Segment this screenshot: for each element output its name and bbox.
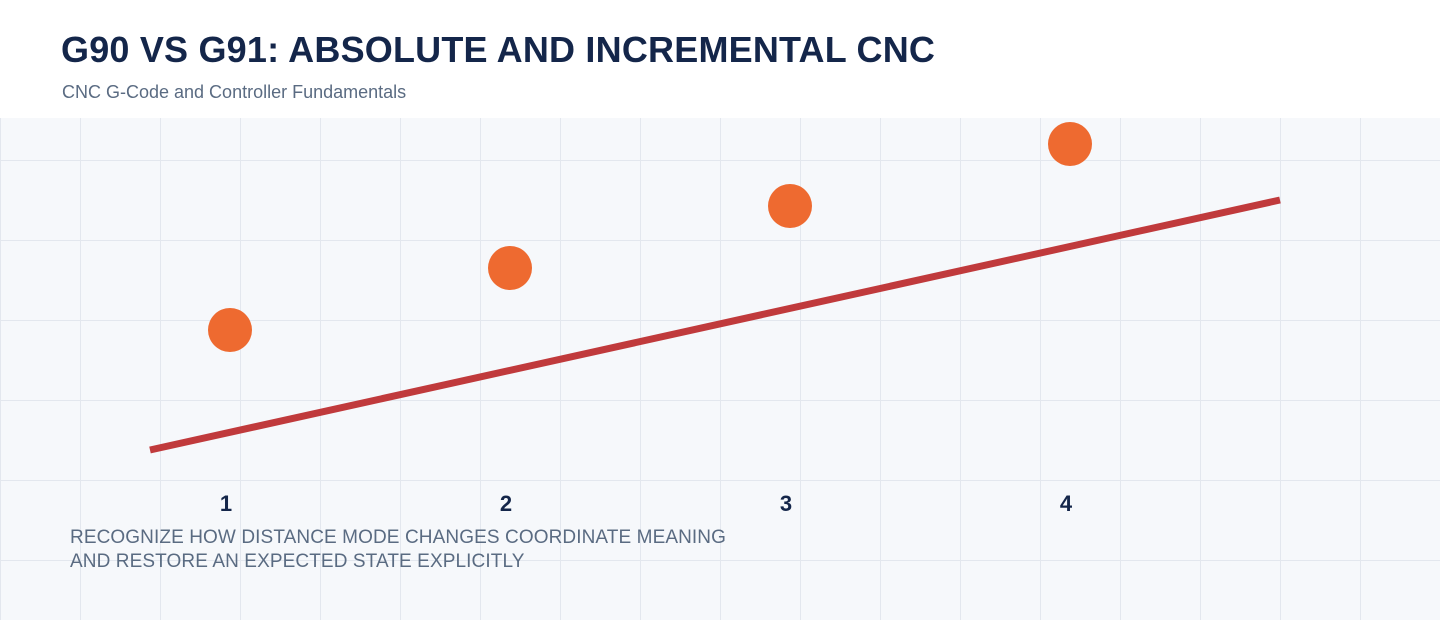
caption-line-2: AND RESTORE AN EXPECTED STATE EXPLICITLY <box>70 551 525 572</box>
step-label-1: 1 <box>220 491 232 516</box>
step-label-4: 4 <box>1060 491 1073 516</box>
page-title: G90 VS G91: ABSOLUTE AND INCREMENTAL CNC <box>61 29 936 70</box>
step-point-1 <box>208 308 252 352</box>
caption-line-1: RECOGNIZE HOW DISTANCE MODE CHANGES COOR… <box>70 527 727 548</box>
step-label-2: 2 <box>500 491 512 516</box>
step-point-4 <box>1048 122 1092 166</box>
step-point-3 <box>768 184 812 228</box>
caption: RECOGNIZE HOW DISTANCE MODE CHANGES COOR… <box>70 526 830 574</box>
page-subtitle: CNC G-Code and Controller Fundamentals <box>62 82 407 102</box>
step-label-3: 3 <box>780 491 792 516</box>
step-point-2 <box>488 246 532 290</box>
trend-line <box>149 196 1281 454</box>
header: G90 VS G91: ABSOLUTE AND INCREMENTAL CNC… <box>0 0 1440 118</box>
grid-canvas <box>0 118 1440 620</box>
